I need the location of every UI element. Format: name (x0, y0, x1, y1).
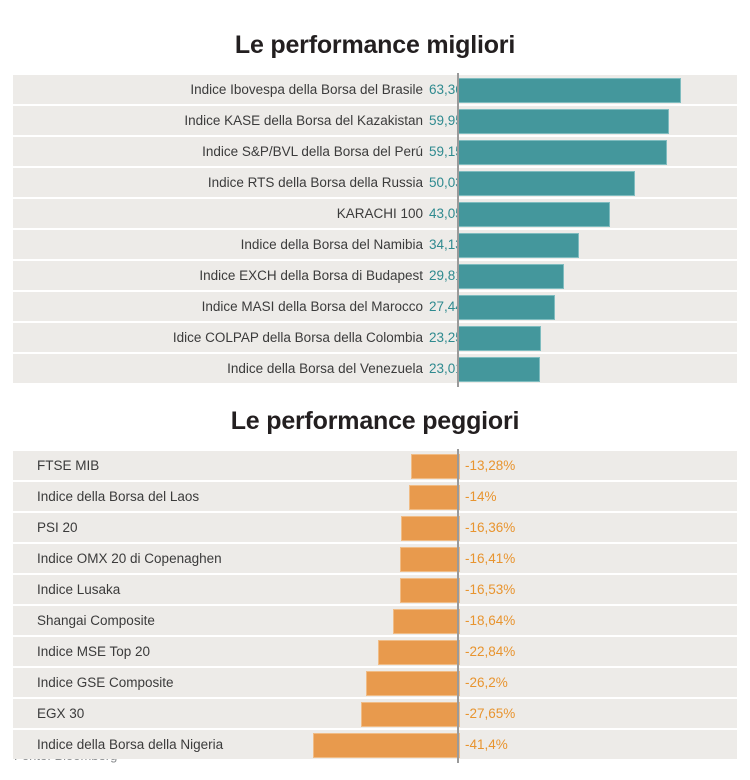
row-label: Indice della Borsa del Laos (37, 489, 200, 504)
table-row[interactable]: Indice EXCH della Borsa di Budapest 29,81… (13, 260, 737, 290)
page-title-top: Le performance migliori (234, 30, 516, 59)
table-row[interactable]: Indice S&P/BVL della Borsa del Perú 59,15… (13, 136, 737, 166)
row-value: -16,53% (465, 582, 516, 597)
table-row[interactable]: Indice Lusaka -16,53% (13, 575, 737, 604)
bar (377, 640, 460, 665)
row-value: -22,84% (465, 644, 516, 659)
chart-rows-bottom: FTSE MIB -13,28% Indice della Borsa del La… (13, 451, 737, 759)
bar (457, 263, 564, 289)
table-row[interactable]: Indice Ibovespa della Borsa del Brasile 6… (13, 74, 737, 104)
row-label: PSI 20 (37, 520, 78, 535)
row-label: Indice Ibovespa della Borsa del Brasile (190, 81, 423, 97)
bar (408, 485, 460, 510)
table-row[interactable]: Indice MASI della Borsa del Marocco 27,44… (13, 291, 737, 321)
bar (392, 609, 460, 634)
page-title-bottom: Le performance peggiori (230, 407, 520, 436)
bar (457, 139, 667, 165)
row-label: Indice della Borsa del Venezuela (227, 360, 423, 376)
row-value: -27,65% (465, 706, 516, 721)
bar (312, 733, 460, 758)
table-row[interactable]: Indice della Borsa del Venezuela 23,01% (13, 353, 737, 383)
row-value: -18,64% (465, 613, 516, 628)
table-row[interactable]: Indice MSE Top 20 -22,84% (13, 637, 737, 666)
table-row[interactable]: KARACHI 100 43,05% (13, 198, 737, 228)
row-value: -16,41% (465, 551, 516, 566)
row-label: Idice COLPAP della Borsa della Colombia (172, 329, 423, 345)
chart-best-performers: Indice Ibovespa della Borsa del Brasile 6… (13, 72, 737, 387)
zero-axis-line-bottom (457, 449, 459, 763)
bar (457, 108, 670, 134)
chart-worst-performers: FTSE MIB -13,28% Indice della Borsa del La… (13, 449, 737, 763)
row-value: -26,2% (465, 675, 508, 690)
row-label: FTSE MIB (37, 458, 100, 473)
row-value: -16,36% (465, 520, 516, 535)
table-row[interactable]: FTSE MIB -13,28% (13, 451, 737, 480)
table-row[interactable]: Indice OMX 20 di Copenaghen -16,41% (13, 544, 737, 573)
bar (457, 356, 540, 382)
table-row[interactable]: Indice della Borsa del Namibia 34,13% (13, 229, 737, 259)
table-row[interactable]: EGX 30 -27,65% (13, 699, 737, 728)
row-value: -13,28% (465, 458, 516, 473)
row-label: Indice OMX 20 di Copenaghen (37, 551, 222, 566)
row-label: Indice RTS della Borsa della Russia (207, 174, 423, 190)
row-label: Indice S&P/BVL della Borsa del Perú (202, 143, 423, 159)
row-label: Indice GSE Composite (37, 675, 174, 690)
row-label: Shangai Composite (37, 613, 155, 628)
bar (457, 170, 635, 196)
row-label: Indice della Borsa della Nigeria (37, 737, 224, 752)
infographic-root: Le performance migliori Indice Ibovespa … (0, 16, 750, 780)
bar (399, 578, 460, 603)
row-label: Indice KASE della Borsa del Kazakistan (184, 112, 423, 128)
table-row[interactable]: Shangai Composite -18,64% (13, 606, 737, 635)
bar (457, 294, 556, 320)
row-label: Indice MASI della Borsa del Marocco (201, 298, 423, 314)
table-row[interactable]: Indice della Borsa del Laos -14% (13, 482, 737, 511)
row-label: Indice MSE Top 20 (37, 644, 151, 659)
table-row[interactable]: PSI 20 -16,36% (13, 513, 737, 542)
table-row[interactable]: Indice della Borsa della Nigeria -41,4% (13, 730, 737, 759)
table-row[interactable]: Indice GSE Composite -26,2% (13, 668, 737, 697)
row-label: Indice della Borsa del Namibia (240, 236, 423, 252)
row-label: KARACHI 100 (336, 205, 423, 221)
bar (400, 516, 460, 541)
row-value: -14% (465, 489, 497, 504)
bar (360, 702, 460, 727)
bar (457, 77, 682, 103)
bar (366, 671, 460, 696)
bar (457, 325, 541, 351)
bar (457, 201, 611, 227)
bar (400, 547, 460, 572)
zero-axis-line-top (457, 72, 459, 387)
bar (457, 232, 579, 258)
row-value: -41,4% (465, 737, 508, 752)
row-label: EGX 30 (37, 706, 85, 721)
row-label: Indice Lusaka (37, 582, 121, 597)
row-label: Indice EXCH della Borsa di Budapest (199, 267, 423, 283)
chart-rows-top: Indice Ibovespa della Borsa del Brasile 6… (13, 74, 737, 383)
bar (411, 454, 460, 479)
table-row[interactable]: Indice KASE della Borsa del Kazakistan 59… (13, 105, 737, 135)
table-row[interactable]: Indice RTS della Borsa della Russia 50,03… (13, 167, 737, 197)
table-row[interactable]: Idice COLPAP della Borsa della Colombia 2… (13, 322, 737, 352)
